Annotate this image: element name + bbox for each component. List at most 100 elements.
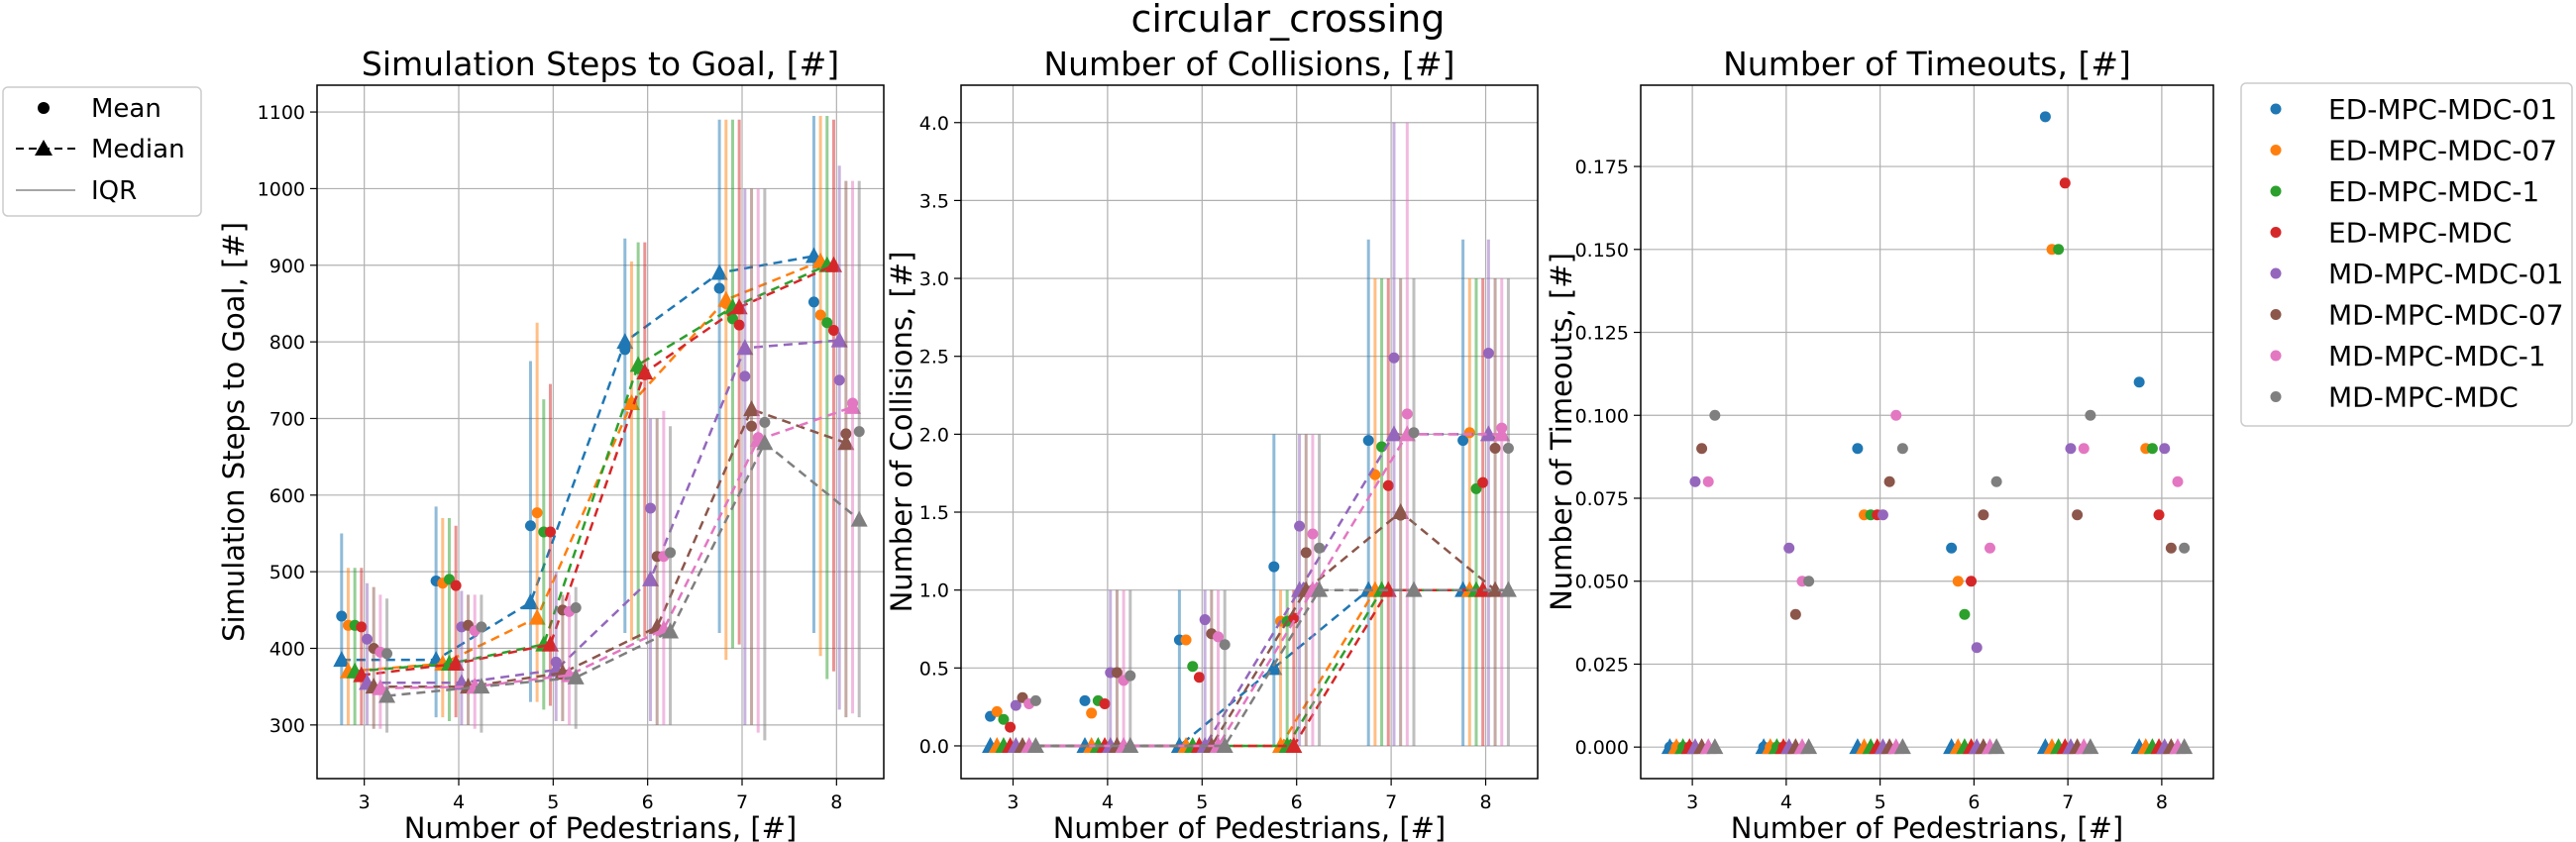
median-point (1405, 580, 1423, 597)
median-point (1706, 738, 1724, 755)
legend-label: MD-MPC-MDC (2328, 381, 2519, 414)
mean-point (833, 374, 845, 386)
x-axis-label: Number of Pedestrians, [#] (1053, 811, 1447, 842)
median-point (333, 651, 351, 668)
median-point (2176, 738, 2194, 755)
x-tick-label: 8 (1479, 791, 1491, 813)
median-point (1499, 580, 1517, 597)
mean-point (619, 344, 631, 356)
median-point (528, 608, 546, 625)
median-point (1285, 736, 1303, 753)
y-tick-label: 500 (269, 562, 305, 583)
median-line (379, 405, 853, 689)
median-point (521, 593, 539, 610)
median-line (361, 263, 835, 677)
x-tick-label: 6 (642, 791, 654, 813)
mean-point (1300, 547, 1312, 559)
mean-point (1990, 475, 2002, 487)
mean-point (1213, 631, 1225, 643)
y-tick-label: 0.175 (1575, 157, 1629, 178)
plots: 3 4 5 6 7 8 300 400 500 600 700 800 900 1000 1100 Simul… (217, 45, 2214, 842)
median-point (1800, 738, 1818, 755)
mean-marker-icon (38, 102, 50, 114)
mean-point (2172, 475, 2184, 487)
median-point (1479, 425, 1497, 442)
median-point (1385, 425, 1403, 442)
mean-point (752, 432, 764, 444)
mean-point (847, 397, 859, 409)
median-line (386, 441, 860, 697)
y-axis-label: Number of Timeouts, [#] (1545, 253, 1578, 611)
style-legend-iqr: IQR (91, 176, 137, 206)
mean-point (1946, 542, 1958, 554)
y-tick-label: 0.125 (1575, 323, 1629, 345)
y-tick-label: 600 (269, 485, 305, 507)
mean-point (1125, 670, 1136, 682)
mean-point (739, 370, 751, 382)
mean-point (1457, 435, 1469, 447)
mean-point (1268, 561, 1280, 573)
legend-marker (2270, 145, 2282, 156)
mean-point (1966, 576, 1978, 587)
mean-point (1180, 634, 1192, 646)
mean-point (2059, 177, 2071, 189)
median-point (1311, 580, 1329, 597)
x-tick-label: 5 (547, 791, 559, 813)
plot-title: Simulation Steps to Goal, [#] (362, 45, 839, 83)
mean-point (1010, 699, 1021, 711)
mean-point (1489, 443, 1501, 455)
mean-point (476, 621, 487, 633)
median-point (736, 339, 754, 356)
mean-point (1502, 443, 1514, 455)
mean-point (998, 713, 1010, 725)
x-tick-label: 4 (1780, 791, 1792, 813)
mean-point (1079, 694, 1091, 706)
x-axis-label: Number of Pedestrians, [#] (1731, 811, 2124, 842)
mean-point (1984, 542, 1995, 554)
mean-point (821, 317, 833, 329)
x-tick-label: 3 (1686, 791, 1698, 813)
mean-point (645, 502, 657, 514)
mean-point (1005, 721, 1017, 733)
plot-3: 3 4 5 6 7 8 0.000 0.025 0.050 0.075 0.100 0.125 0.15… (1545, 45, 2214, 842)
x-tick-label: 8 (830, 791, 842, 813)
median-marker-icon (35, 140, 53, 156)
x-tick-label: 8 (2156, 791, 2168, 813)
mean-point (544, 526, 556, 538)
mean-point (814, 309, 826, 321)
y-tick-label: 0.025 (1575, 654, 1629, 676)
mean-point (362, 633, 374, 645)
mean-point (524, 520, 536, 532)
median-point (616, 333, 634, 350)
legend-marker (2270, 227, 2282, 238)
median-point (662, 622, 680, 639)
mean-point (639, 368, 651, 380)
legend-marker (2270, 103, 2282, 115)
median-line (374, 407, 847, 688)
mean-point (1199, 614, 1211, 626)
mean-point (1482, 348, 1494, 360)
mean-point (2065, 443, 2077, 455)
mean-point (2039, 111, 2051, 123)
plot-2: 3 4 5 6 7 8 0.0 0.5 1.0 1.5 2.0 2.5 3.0 3.5 4.0 Number … (885, 45, 1539, 842)
y-tick-label: 300 (269, 715, 305, 737)
y-tick-label: 1100 (258, 102, 305, 124)
mean-point (1978, 509, 1989, 521)
median-point (1026, 736, 1044, 753)
legend-label: MD-MPC-MDC-1 (2328, 340, 2546, 372)
y-tick-label: 700 (269, 408, 305, 430)
y-tick-label: 4.0 (919, 113, 949, 135)
x-tick-label: 6 (1968, 791, 1980, 813)
legend-label: ED-MPC-MDC-1 (2328, 175, 2539, 208)
x-tick-label: 5 (1196, 791, 1208, 813)
mean-point (1496, 422, 1508, 434)
median-point (1122, 736, 1139, 753)
mean-point (1294, 520, 1306, 532)
mean-point (1877, 509, 1888, 521)
median-line (1035, 588, 1509, 748)
legend-marker (2270, 350, 2282, 362)
mean-point (1219, 639, 1231, 651)
x-tick-label: 7 (2062, 791, 2074, 813)
y-tick-label: 0.075 (1575, 488, 1629, 510)
mean-point (807, 296, 819, 308)
